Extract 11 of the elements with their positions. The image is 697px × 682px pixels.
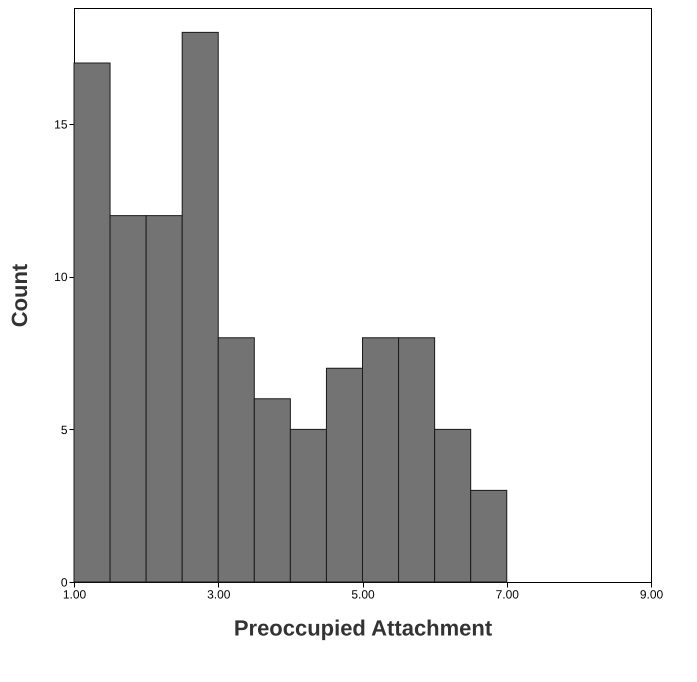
y-tick-label: 10	[54, 270, 68, 284]
y-tick-label: 15	[54, 118, 68, 132]
x-tick-label: 7.00	[496, 588, 520, 602]
x-axis-title: Preoccupied Attachment	[234, 616, 493, 640]
y-axis-title: Count	[7, 263, 32, 328]
x-tick-label: 9.00	[640, 588, 664, 602]
y-tick-label: 0	[60, 576, 68, 590]
y-tick-label: 5	[60, 422, 68, 437]
x-tick-label: 1.00	[62, 588, 86, 602]
x-tick-label: 3.00	[207, 588, 231, 602]
x-tick-label: 5.00	[351, 588, 375, 602]
